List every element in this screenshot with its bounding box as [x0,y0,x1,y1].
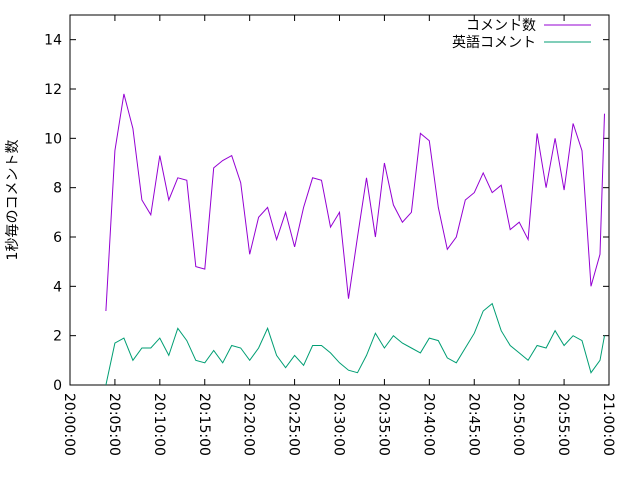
y-axis-label: 1秒毎のコメント数 [5,140,21,261]
x-tick-label: 20:20:00 [241,393,257,456]
y-tick-label: 14 [44,33,62,49]
x-tick-label: 20:40:00 [420,393,436,456]
x-tick-label: 20:05:00 [106,393,122,456]
y-tick-label: 0 [53,378,62,394]
x-tick-label: 20:50:00 [510,393,526,456]
plot-border [69,14,610,386]
x-tick-label: 20:45:00 [465,393,481,456]
x-tick-label: 21:00:00 [600,393,616,456]
y-tick-label: 2 [53,329,62,345]
series-line [105,93,605,312]
x-tick-label: 20:35:00 [375,393,391,456]
legend-label: コメント数 [466,18,536,34]
y-tick-label: 4 [53,279,62,295]
x-tick-label: 20:15:00 [196,393,212,456]
x-tick-label: 20:25:00 [286,393,302,456]
x-tick-label: 20:00:00 [61,393,77,456]
x-tick-label: 20:10:00 [151,393,167,456]
legend-label: 英語コメント [452,34,536,51]
series-line [105,302,605,386]
x-tick-label: 20:30:00 [331,393,347,456]
y-tick-label: 12 [44,82,62,98]
x-tick-label: 20:55:00 [555,393,571,456]
y-tick-label: 6 [53,230,62,246]
y-tick-label: 8 [53,181,62,197]
y-tick-label: 10 [44,131,62,147]
